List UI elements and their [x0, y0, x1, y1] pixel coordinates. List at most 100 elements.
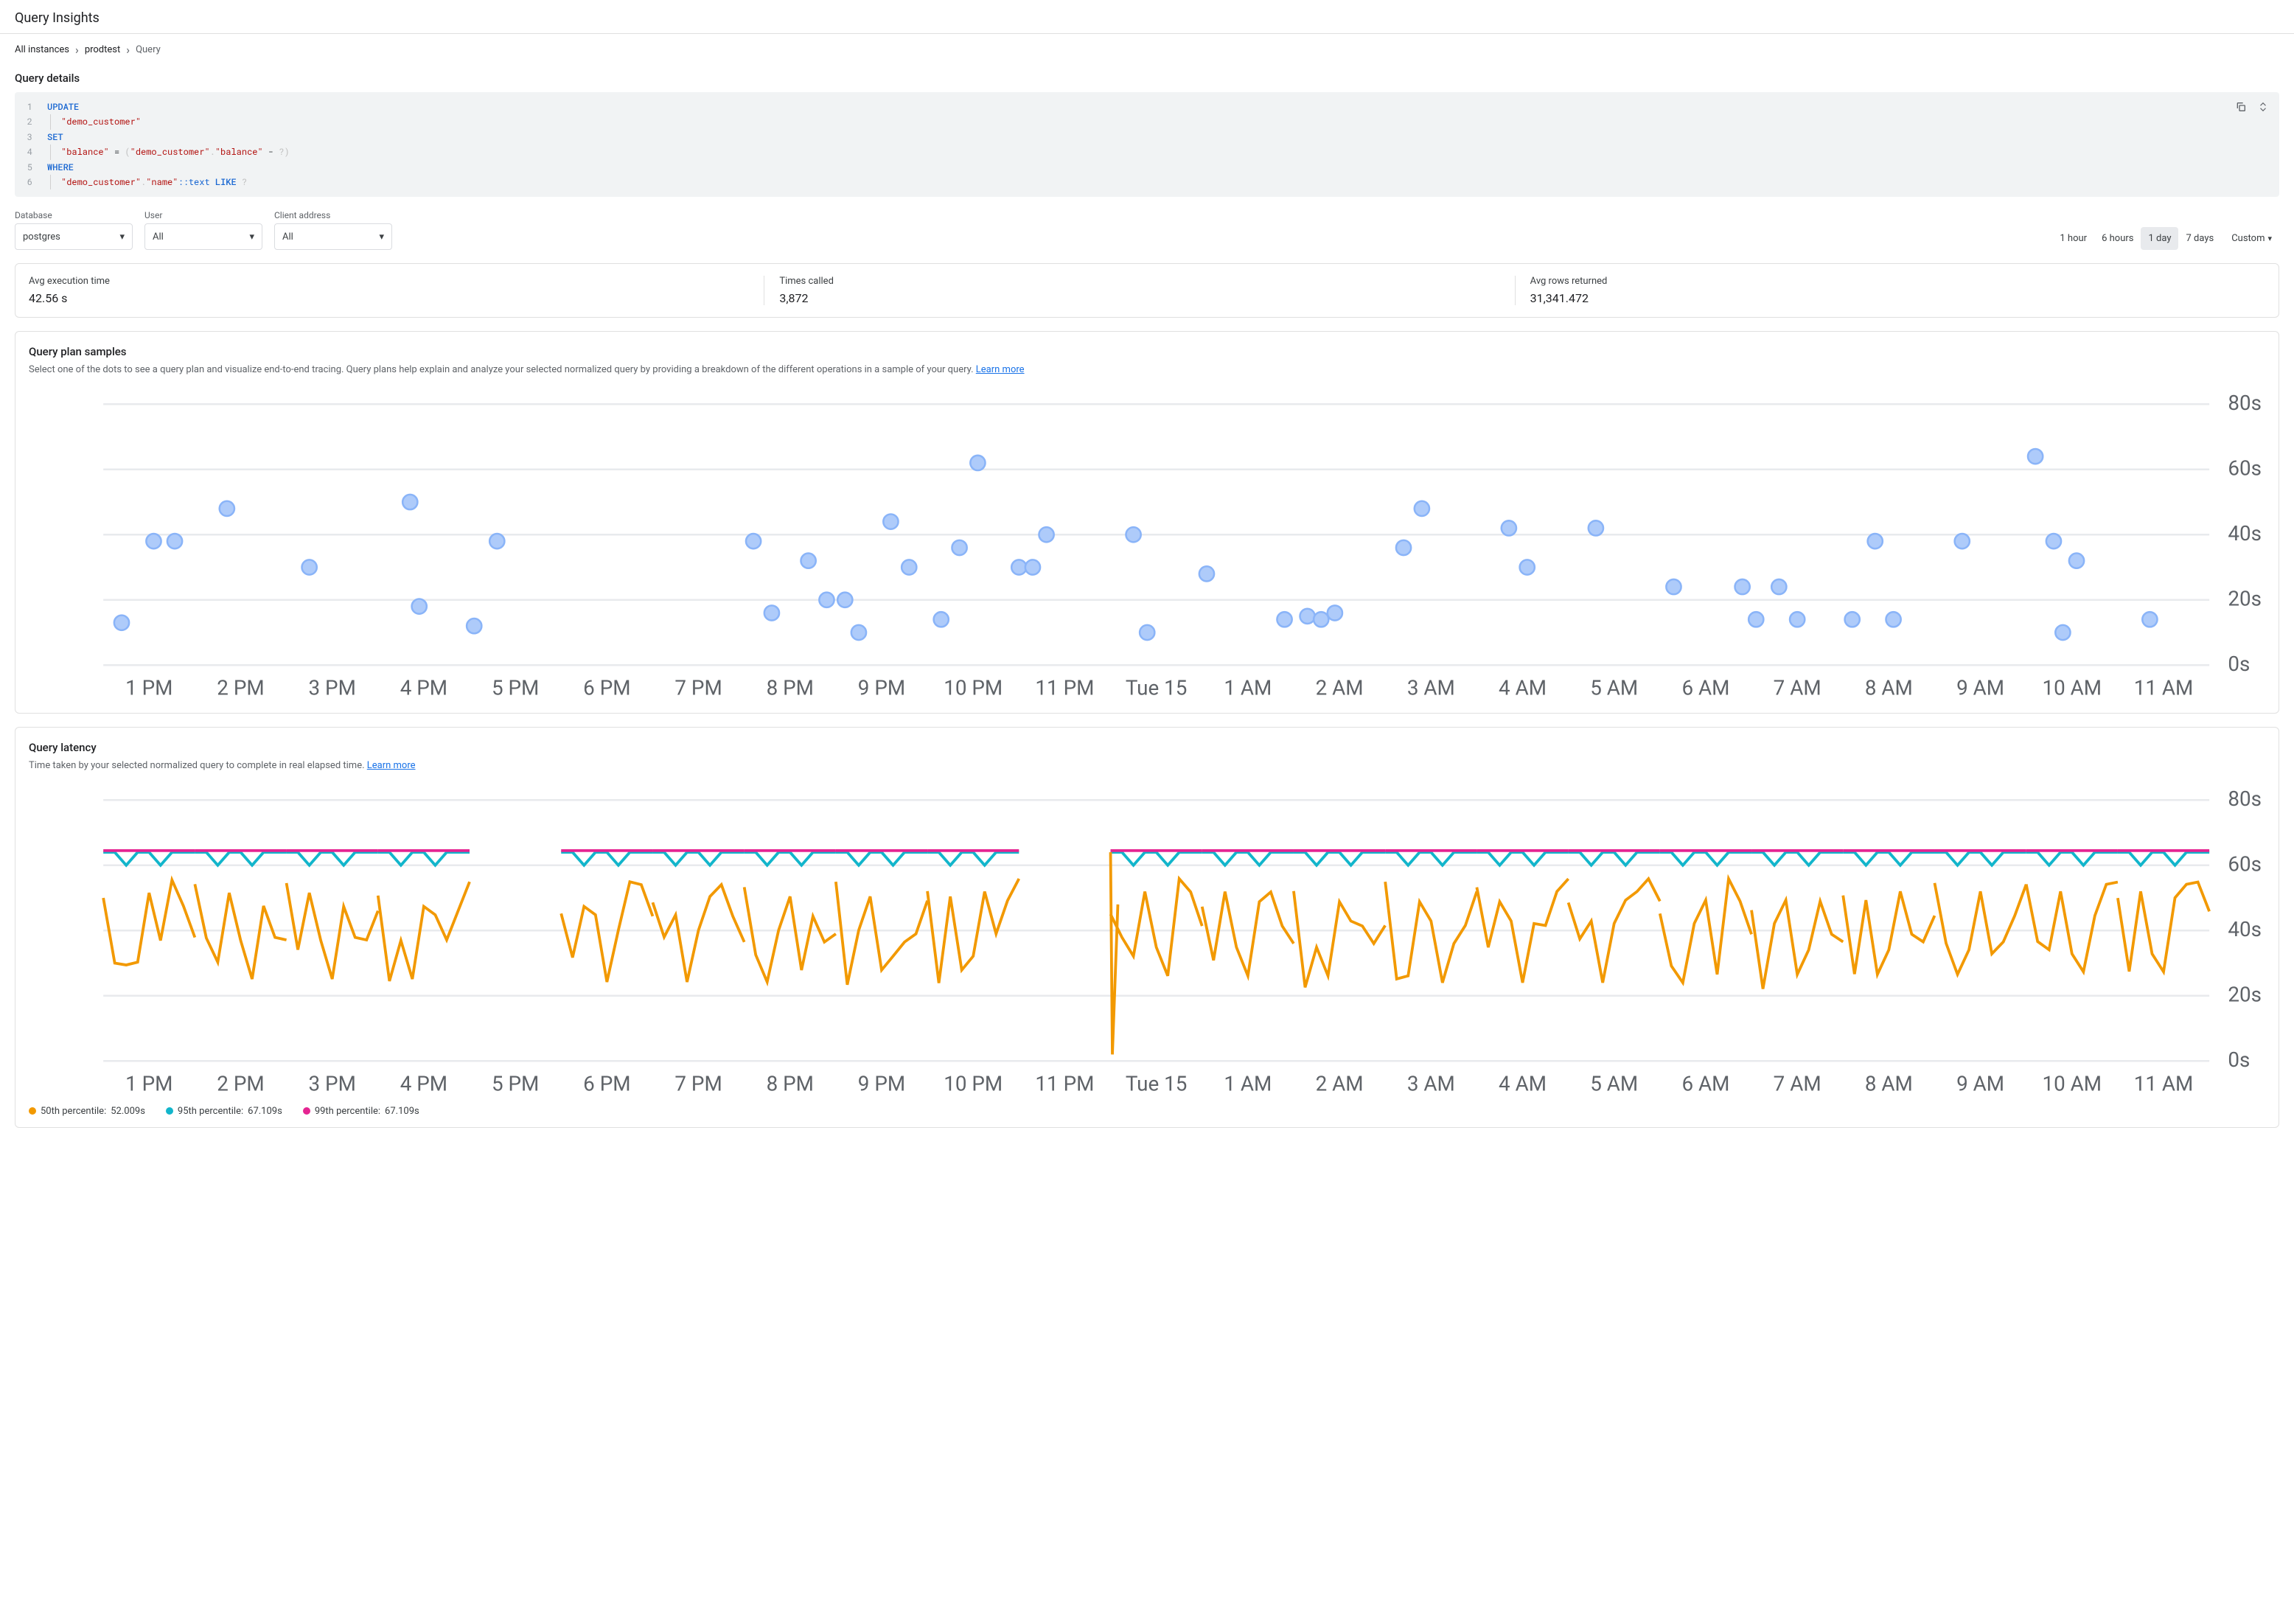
- latency-series-segment: [652, 885, 744, 982]
- time-range-1-hour[interactable]: 1 hour: [2052, 227, 2094, 250]
- learn-more-link[interactable]: Learn more: [976, 364, 1025, 375]
- sample-point[interactable]: [1126, 527, 1140, 542]
- sample-point[interactable]: [146, 534, 161, 548]
- user-select[interactable]: User All▾: [144, 210, 262, 250]
- sample-point[interactable]: [764, 606, 779, 621]
- latency-series-segment: [2118, 852, 2209, 865]
- query-latency-card: Query latency Time taken by your selecte…: [15, 727, 2279, 1128]
- time-range-1-day[interactable]: 1 day: [2141, 227, 2178, 250]
- svg-text:2 AM: 2 AM: [1316, 1072, 1364, 1096]
- sample-point[interactable]: [220, 501, 234, 516]
- sample-point[interactable]: [2046, 534, 2061, 548]
- sample-point[interactable]: [746, 534, 761, 548]
- sample-point[interactable]: [1025, 560, 1040, 575]
- sample-point[interactable]: [1300, 609, 1314, 624]
- scatter-chart[interactable]: 0s20s40s60s80s1 PM2 PM3 PM4 PM5 PM6 PM7 …: [29, 386, 2265, 703]
- sample-point[interactable]: [2028, 449, 2043, 464]
- legend-label: 99th percentile:: [315, 1106, 380, 1117]
- svg-text:10 AM: 10 AM: [2043, 676, 2102, 700]
- sample-point[interactable]: [1396, 540, 1411, 555]
- sample-point[interactable]: [1140, 625, 1154, 640]
- sample-point[interactable]: [1845, 613, 1860, 627]
- sample-point[interactable]: [1415, 501, 1429, 516]
- sample-point[interactable]: [1502, 521, 1516, 536]
- sample-point[interactable]: [801, 554, 816, 568]
- sample-point[interactable]: [167, 534, 182, 548]
- svg-text:4 PM: 4 PM: [400, 1072, 447, 1096]
- latency-series-segment: [1294, 891, 1385, 988]
- sample-point[interactable]: [851, 625, 866, 640]
- sample-point[interactable]: [1955, 534, 1970, 548]
- sample-point[interactable]: [1314, 613, 1328, 627]
- sample-point[interactable]: [2069, 554, 2084, 568]
- metric: Avg execution time42.56 s: [29, 276, 764, 305]
- svg-text:2 AM: 2 AM: [1316, 676, 1364, 700]
- sample-point[interactable]: [970, 456, 985, 470]
- latency-series-segment: [195, 885, 286, 980]
- sample-point[interactable]: [2055, 625, 2070, 640]
- latency-series-segment: [1477, 852, 1568, 865]
- svg-text:60s: 60s: [2228, 852, 2262, 877]
- svg-text:0s: 0s: [2228, 652, 2250, 676]
- breadcrumb-instance[interactable]: prodtest: [85, 44, 120, 55]
- sample-point[interactable]: [1011, 560, 1026, 575]
- line-chart[interactable]: 0s20s40s60s80s1 PM2 PM3 PM4 PM5 PM6 PM7 …: [29, 781, 2265, 1098]
- sample-point[interactable]: [1589, 521, 1603, 536]
- sample-point[interactable]: [837, 593, 852, 607]
- sample-point[interactable]: [1771, 579, 1786, 594]
- sample-point[interactable]: [883, 515, 898, 529]
- sample-point[interactable]: [412, 599, 427, 614]
- legend-value: 67.109s: [385, 1106, 419, 1117]
- latency-series-segment: [2118, 882, 2209, 972]
- sample-point[interactable]: [302, 560, 317, 575]
- breadcrumb-all-instances[interactable]: All instances: [15, 44, 69, 55]
- copy-icon[interactable]: [2232, 98, 2250, 116]
- sample-point[interactable]: [489, 534, 504, 548]
- sample-point[interactable]: [114, 616, 129, 630]
- sample-point[interactable]: [1039, 527, 1053, 542]
- expand-icon[interactable]: [2254, 98, 2272, 116]
- sample-point[interactable]: [934, 613, 949, 627]
- time-range-custom[interactable]: Custom ▾: [2224, 227, 2279, 250]
- chevron-right-icon: ›: [74, 43, 80, 57]
- learn-more-link[interactable]: Learn more: [367, 760, 416, 771]
- database-select[interactable]: Database postgres▾: [15, 210, 133, 250]
- sample-point[interactable]: [1328, 606, 1342, 621]
- sample-point[interactable]: [1277, 613, 1291, 627]
- time-range-6-hours[interactable]: 6 hours: [2094, 227, 2141, 250]
- latency-series-segment: [1934, 883, 2026, 975]
- sample-point[interactable]: [467, 618, 481, 633]
- legend-item[interactable]: 50th percentile:52.009s: [29, 1106, 145, 1117]
- sample-point[interactable]: [1199, 567, 1214, 582]
- sample-point[interactable]: [2142, 613, 2157, 627]
- svg-text:1 AM: 1 AM: [1224, 676, 1272, 700]
- client-address-select[interactable]: Client address All▾: [274, 210, 392, 250]
- samples-chart-desc: Select one of the dots to see a query pl…: [29, 364, 2265, 375]
- svg-text:2 PM: 2 PM: [217, 1072, 264, 1096]
- sample-point[interactable]: [1520, 560, 1535, 575]
- caret-down-icon: ▾: [249, 231, 254, 243]
- sample-point[interactable]: [1790, 613, 1805, 627]
- svg-text:3 AM: 3 AM: [1407, 1072, 1455, 1096]
- sample-point[interactable]: [1886, 613, 1900, 627]
- svg-text:4 AM: 4 AM: [1499, 676, 1547, 700]
- legend-item[interactable]: 95th percentile:67.109s: [166, 1106, 282, 1117]
- sample-point[interactable]: [402, 495, 417, 509]
- time-range-7-days[interactable]: 7 days: [2178, 227, 2221, 250]
- sample-point[interactable]: [902, 560, 916, 575]
- chevron-right-icon: ›: [125, 43, 131, 57]
- legend-item[interactable]: 99th percentile: 67.109s: [303, 1106, 419, 1117]
- sample-point[interactable]: [1735, 579, 1750, 594]
- sql-code-block: 1UPDATE2"demo_customer"3SET4"balance" = …: [15, 92, 2279, 197]
- sample-point[interactable]: [1868, 534, 1883, 548]
- latency-series-segment: [836, 852, 927, 865]
- sample-point[interactable]: [1749, 613, 1763, 627]
- sample-point[interactable]: [819, 593, 834, 607]
- sample-point[interactable]: [1666, 579, 1681, 594]
- latency-series-segment: [1385, 852, 1477, 865]
- latency-series-segment: [1751, 852, 1843, 865]
- latency-series-segment: [561, 882, 652, 982]
- svg-text:9 AM: 9 AM: [1956, 1072, 2004, 1096]
- sample-point[interactable]: [952, 540, 966, 555]
- latency-series-segment: [745, 888, 836, 983]
